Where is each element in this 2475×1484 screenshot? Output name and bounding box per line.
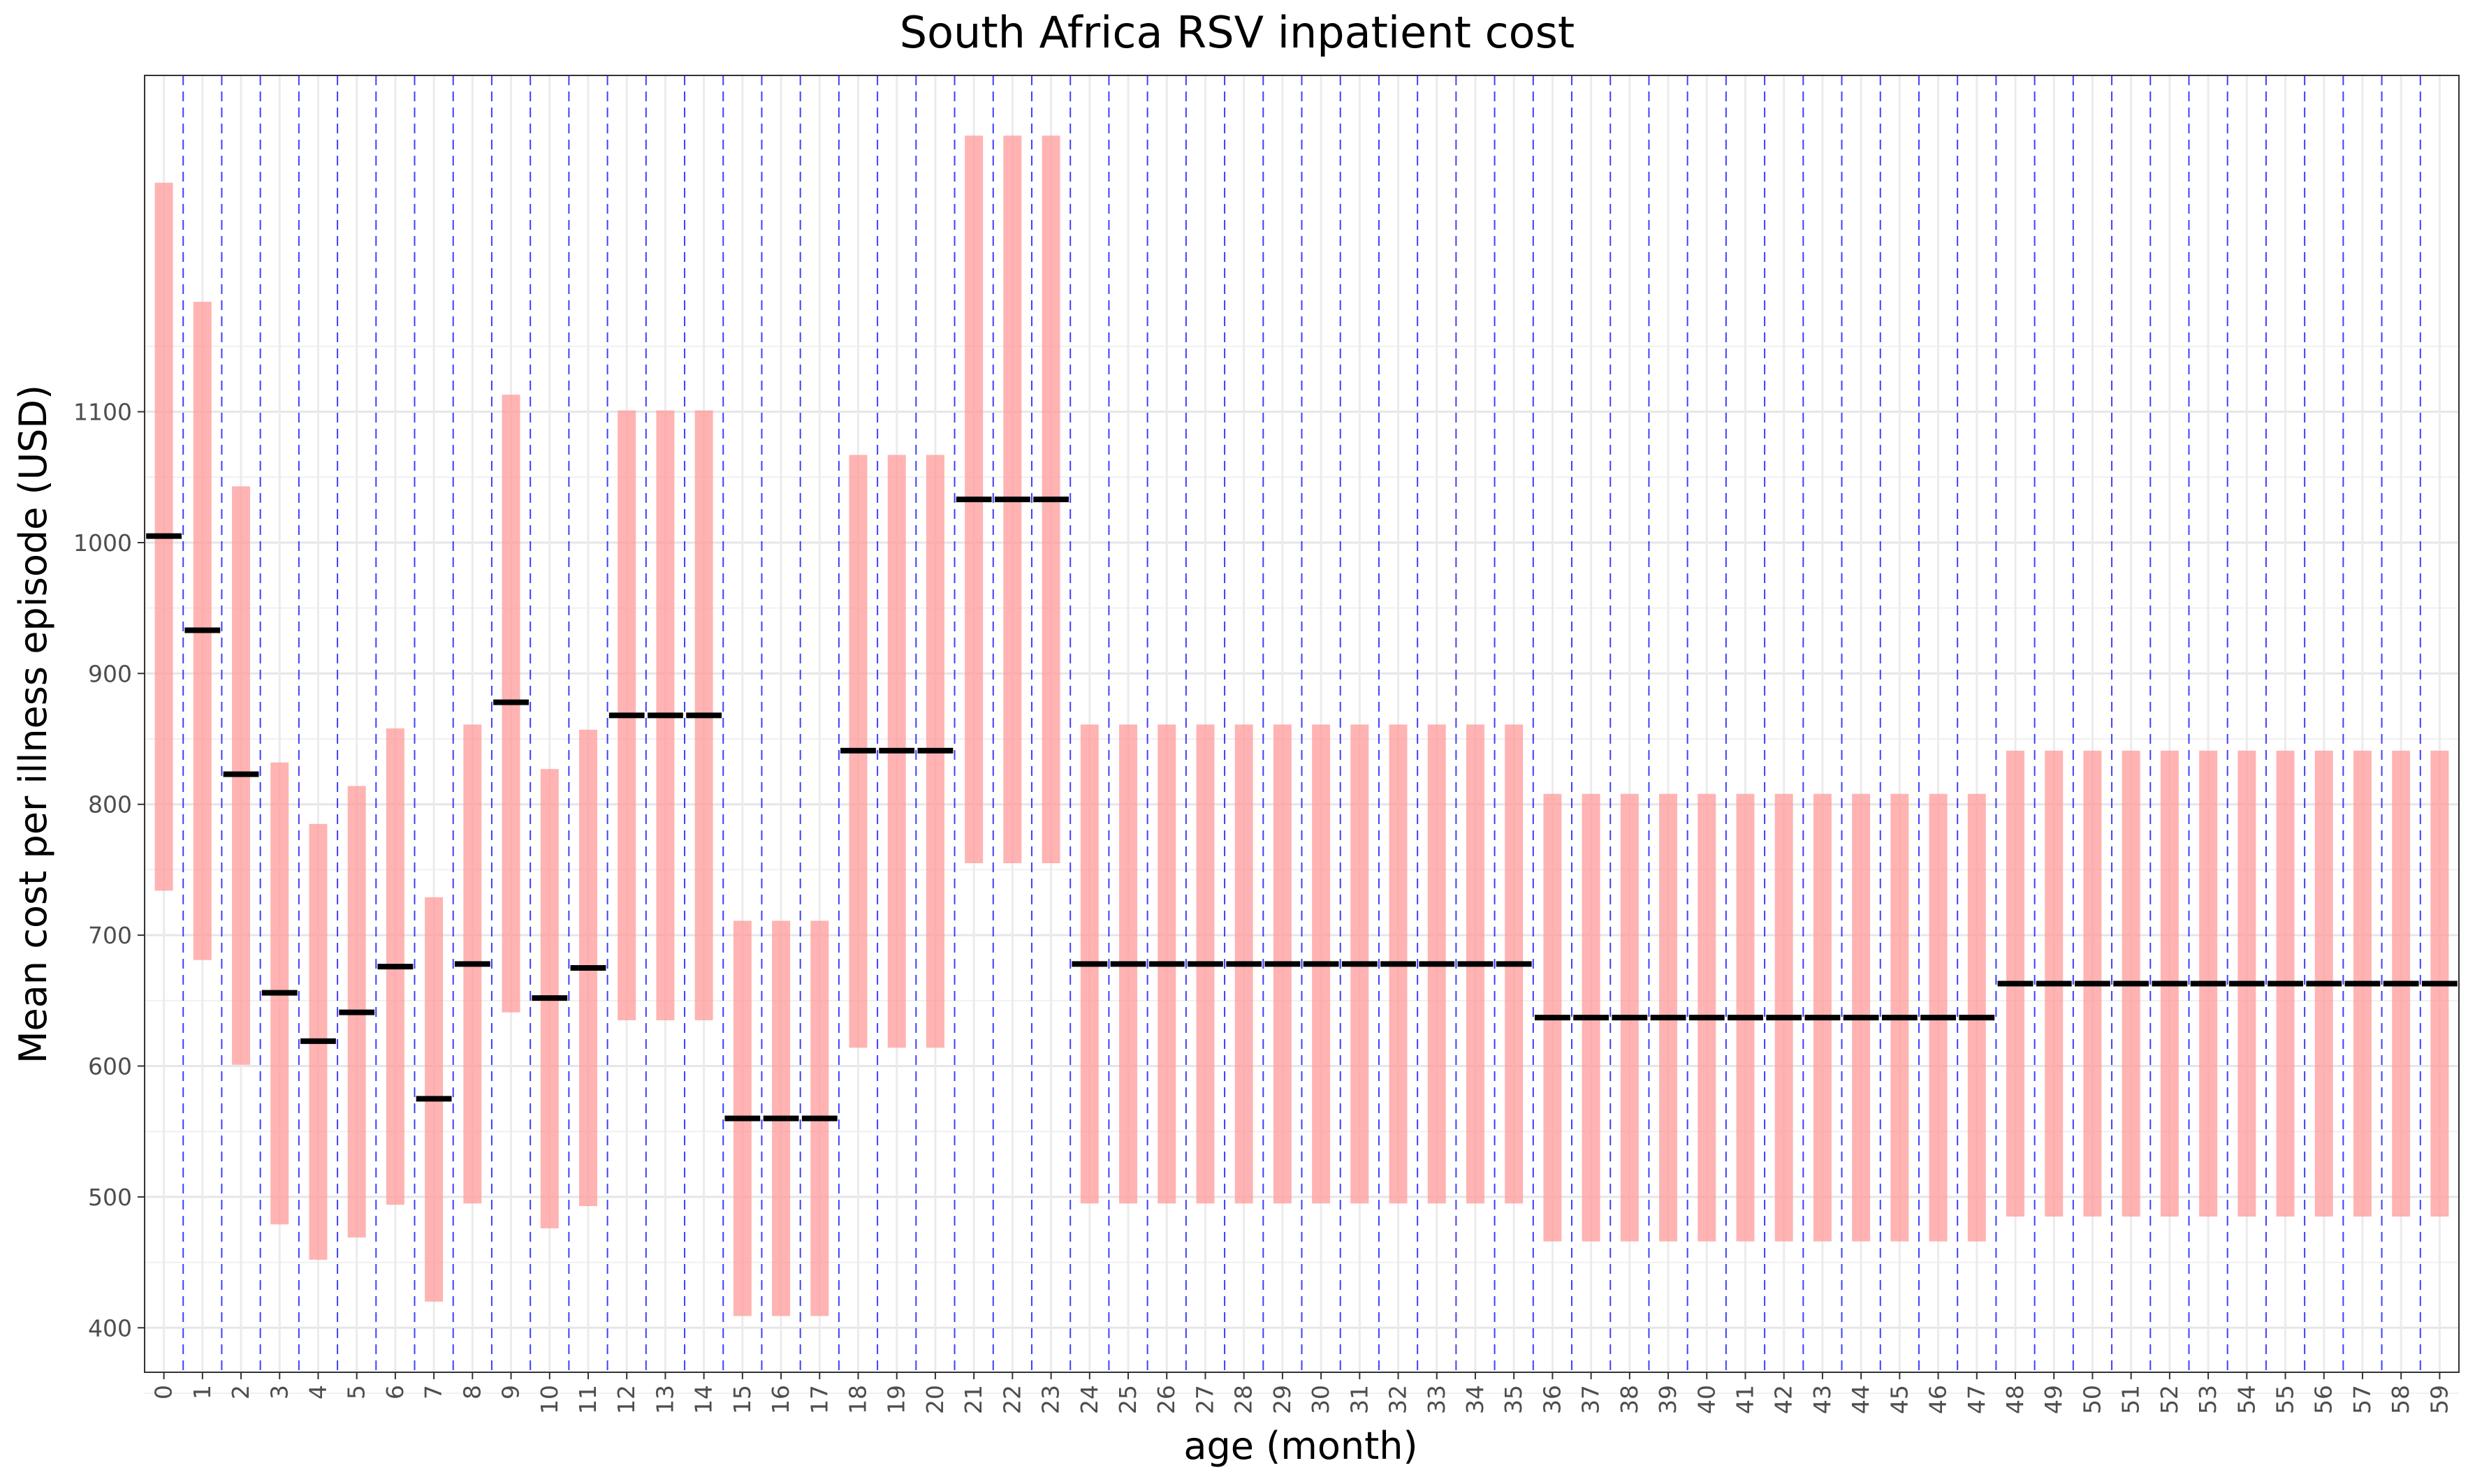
y-tick-label: 1000	[73, 529, 132, 557]
mean-markers	[146, 497, 2458, 1122]
x-tick-label: 9	[497, 1385, 525, 1399]
x-tick-label: 48	[2001, 1385, 2029, 1414]
x-tick-label: 17	[805, 1385, 833, 1414]
y-tick-label: 1100	[73, 399, 132, 426]
x-tick-label: 55	[2272, 1385, 2299, 1414]
x-tick-label: 42	[1770, 1385, 1797, 1414]
x-tick-label: 24	[1076, 1385, 1103, 1414]
x-tick-label: 47	[1963, 1385, 1990, 1414]
x-tick-label: 20	[921, 1385, 949, 1414]
x-tick-label: 27	[1191, 1385, 1218, 1414]
y-tick-label: 900	[88, 660, 132, 687]
x-tick-label: 10	[536, 1385, 563, 1414]
y-tick-label: 600	[88, 1053, 132, 1080]
x-tick-label: 21	[960, 1385, 987, 1414]
x-tick-label: 44	[1847, 1385, 1874, 1414]
x-tick-label: 34	[1461, 1385, 1489, 1414]
x-tick-label: 56	[2310, 1385, 2337, 1414]
x-tick-label: 2	[227, 1385, 254, 1399]
x-tick-label: 13	[651, 1385, 678, 1414]
x-tick-label: 38	[1616, 1385, 1643, 1414]
x-axis-ticks: 0 1 2 3 4 5 6 7 8 9 10 11 12 13 14 15 16 17 18 19 20 21 22 23 24…	[150, 1372, 2453, 1414]
x-tick-label: 1	[189, 1385, 216, 1399]
x-axis-title: age (month)	[1183, 1424, 1417, 1468]
x-tick-label: 25	[1114, 1385, 1141, 1414]
x-tick-label: 14	[690, 1385, 717, 1414]
x-tick-label: 46	[1925, 1385, 1952, 1414]
x-tick-label: 8	[458, 1385, 485, 1399]
x-tick-label: 6	[381, 1385, 409, 1399]
x-tick-label: 57	[2349, 1385, 2376, 1414]
x-tick-label: 23	[1037, 1385, 1065, 1414]
x-tick-label: 52	[2156, 1385, 2183, 1414]
x-tick-label: 35	[1500, 1385, 1527, 1414]
x-tick-label: 45	[1885, 1385, 1913, 1414]
x-tick-label: 29	[1269, 1385, 1296, 1414]
x-tick-label: 12	[613, 1385, 640, 1414]
x-tick-label: 26	[1153, 1385, 1180, 1414]
x-tick-label: 30	[1307, 1385, 1334, 1414]
chart-title: South Africa RSV inpatient cost	[900, 7, 1575, 58]
x-tick-label: 19	[883, 1385, 910, 1414]
x-tick-label: 5	[343, 1385, 370, 1399]
x-tick-label: 53	[2194, 1385, 2221, 1414]
x-tick-label: 7	[420, 1385, 447, 1399]
x-tick-label: 59	[2425, 1385, 2453, 1414]
x-tick-label: 51	[2117, 1385, 2145, 1414]
y-tick-label: 400	[88, 1314, 132, 1342]
x-tick-label: 0	[150, 1385, 177, 1399]
x-tick-label: 16	[767, 1385, 794, 1414]
x-tick-label: 32	[1385, 1385, 1412, 1414]
x-tick-label: 36	[1538, 1385, 1565, 1414]
x-tick-label: 22	[998, 1385, 1025, 1414]
x-tick-label: 33	[1423, 1385, 1450, 1414]
x-tick-label: 54	[2233, 1385, 2260, 1414]
x-tick-label: 18	[845, 1385, 872, 1414]
x-tick-label: 28	[1230, 1385, 1257, 1414]
y-axis-title: Mean cost per illness episode (USD)	[11, 385, 55, 1064]
x-tick-label: 50	[2078, 1385, 2105, 1414]
plot-panel-border	[144, 75, 2460, 1373]
month-separator-lines	[182, 75, 2421, 1372]
x-tick-label: 39	[1654, 1385, 1681, 1414]
x-tick-label: 11	[574, 1385, 601, 1414]
x-tick-label: 40	[1693, 1385, 1720, 1414]
y-tick-label: 500	[88, 1184, 132, 1211]
x-tick-label: 15	[729, 1385, 756, 1414]
x-tick-label: 43	[1809, 1385, 1836, 1414]
x-tick-label: 3	[265, 1385, 293, 1399]
y-tick-label: 700	[88, 922, 132, 949]
y-axis-ticks: 400 500 600 700 800 900 1000 1100	[73, 399, 145, 1342]
x-tick-label: 41	[1731, 1385, 1758, 1414]
y-tick-label: 800	[88, 791, 132, 818]
x-tick-label: 31	[1345, 1385, 1373, 1414]
x-tick-label: 4	[304, 1385, 331, 1399]
x-tick-label: 49	[2040, 1385, 2067, 1414]
x-tick-label: 37	[1577, 1385, 1605, 1414]
x-tick-label: 58	[2387, 1385, 2414, 1414]
